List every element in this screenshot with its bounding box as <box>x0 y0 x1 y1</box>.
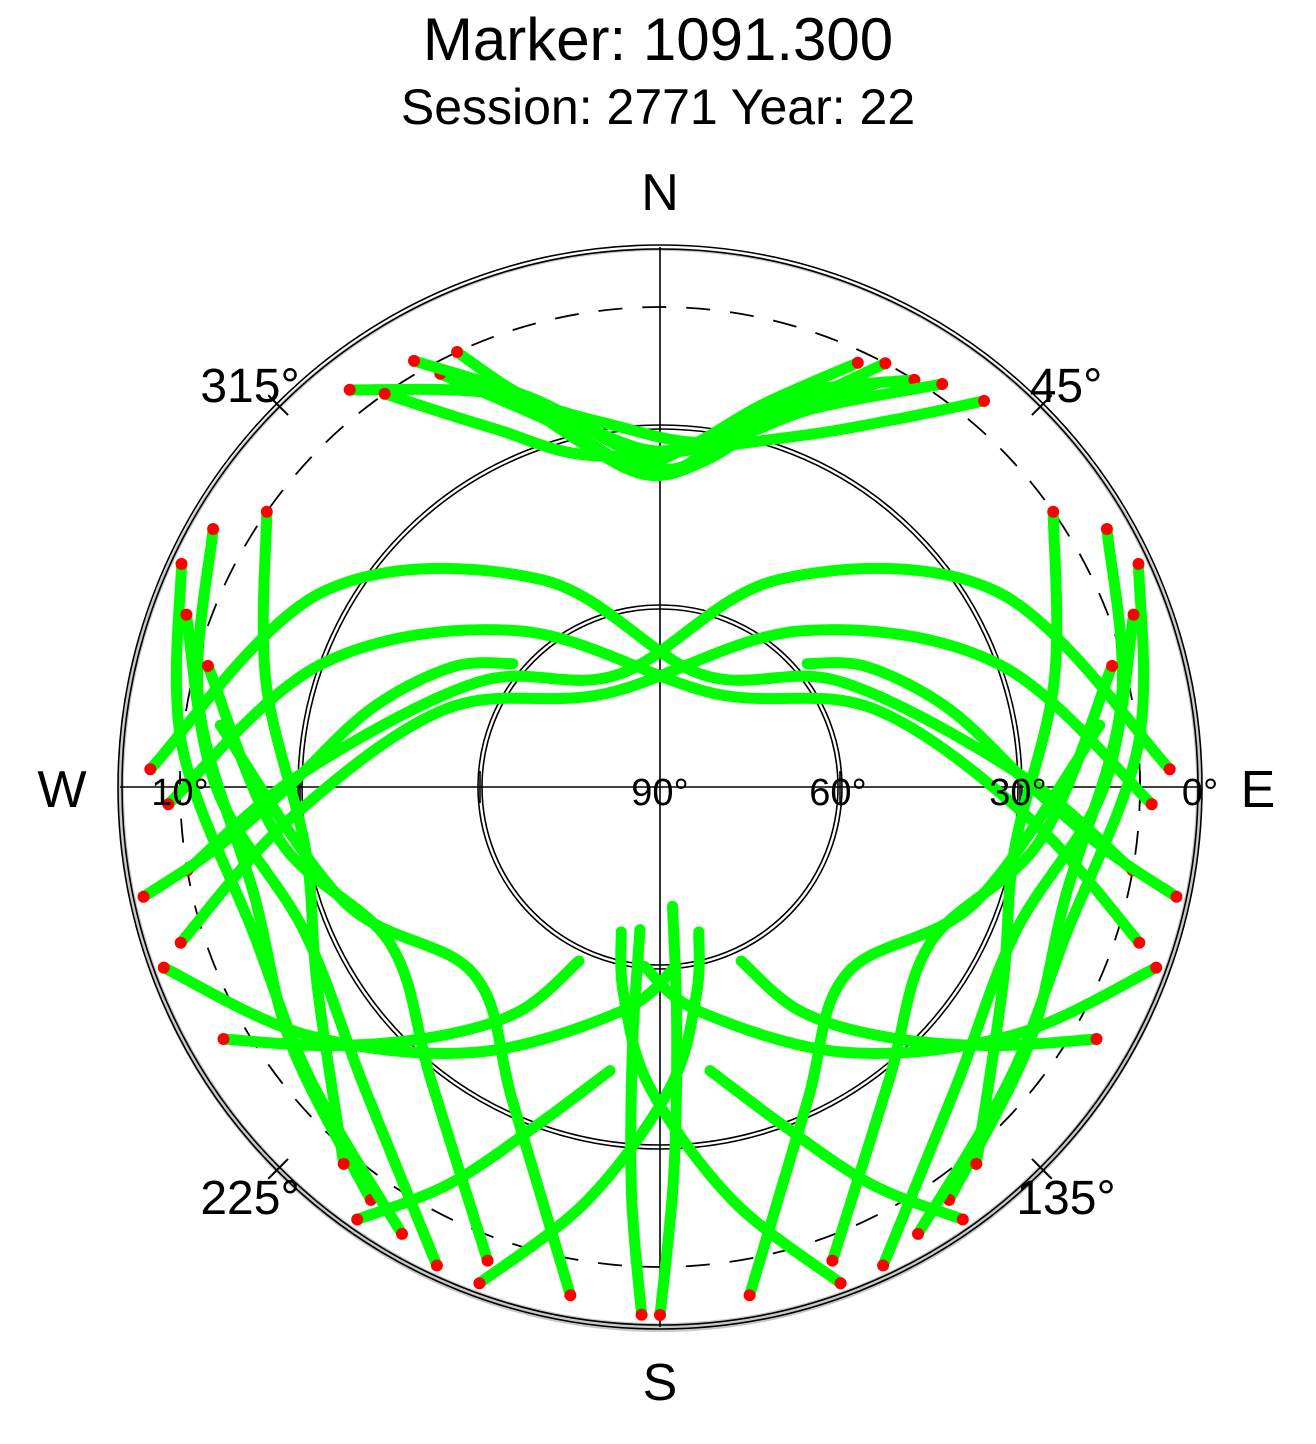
elevation-label-10: 10° <box>151 772 208 814</box>
azimuth-tick-45 <box>1031 394 1053 416</box>
low-elevation-point-26-start <box>834 1277 847 1290</box>
low-elevation-point-33-start <box>654 1309 666 1321</box>
low-elevation-point-7-start <box>207 523 220 535</box>
low-elevation-point-20-end <box>1133 936 1146 949</box>
elevation-label-90: 90° <box>631 772 688 814</box>
low-elevation-point-5-end <box>936 378 949 390</box>
low-elevation-point-4-start <box>408 354 420 367</box>
low-elevation-point-12-end <box>564 1289 577 1302</box>
low-elevation-point-30-start <box>1090 1033 1103 1045</box>
low-elevation-point-34-start <box>635 1308 648 1321</box>
low-elevation-point-17-start <box>1106 659 1119 672</box>
low-elevation-point-22-end <box>174 936 187 949</box>
satellite-track-33 <box>654 900 683 1321</box>
satellite-track-10 <box>180 609 443 1271</box>
chart-title: Marker: 1091.300 <box>422 6 894 73</box>
compass-label-west: W <box>37 761 86 819</box>
low-elevation-point-9-end <box>396 1227 408 1240</box>
low-elevation-point-31-start <box>137 890 150 903</box>
satellite-track-31 <box>138 657 519 903</box>
low-elevation-point-22-start <box>1145 798 1158 811</box>
low-elevation-point-10-end <box>430 1259 443 1272</box>
elevation-label-0: 0° <box>1182 772 1218 814</box>
low-elevation-point-4-end <box>879 357 892 370</box>
low-elevation-point-21-start <box>1163 763 1176 776</box>
elevation-label-30: 30° <box>989 772 1046 814</box>
low-elevation-point-14-end <box>970 1157 983 1170</box>
low-elevation-point-17-end <box>826 1254 839 1267</box>
satellite-track-18 <box>744 719 1106 1301</box>
satellite-track-3 <box>434 357 864 471</box>
low-elevation-point-6-start <box>978 394 990 407</box>
low-elevation-point-3-start <box>851 356 864 369</box>
low-elevation-point-25-start <box>473 1277 486 1290</box>
satellite-track-9 <box>170 558 408 1240</box>
elevation-circle-0 <box>117 244 1203 1330</box>
azimuth-tick-225 <box>267 1158 289 1180</box>
low-elevation-point-29-start <box>217 1033 230 1045</box>
low-elevation-point-24-start <box>1150 961 1163 974</box>
azimuth-label-315: 315° <box>200 360 299 413</box>
low-elevation-point-15-end <box>912 1227 924 1240</box>
azimuth-label-225: 225° <box>200 1172 299 1225</box>
low-elevation-point-28-start <box>956 1213 969 1226</box>
satellite-track-26 <box>615 926 847 1289</box>
satellite-track-12 <box>214 719 576 1301</box>
low-elevation-point-16-start <box>1127 608 1140 621</box>
azimuth-label-45: 45° <box>1030 360 1103 413</box>
satellite-track-27 <box>351 1065 616 1225</box>
satellite-tracks <box>137 346 1183 1321</box>
low-elevation-point-10-start <box>180 608 193 621</box>
low-elevation-point-15-start <box>1132 557 1145 570</box>
compass-label-north: N <box>641 164 679 222</box>
low-elevation-point-11-start <box>201 659 214 672</box>
satellite-track-32 <box>801 657 1182 903</box>
low-elevation-point-6-end <box>378 387 391 400</box>
satellite-track-16 <box>877 609 1140 1271</box>
azimuth-tick-315 <box>267 394 289 416</box>
low-elevation-point-19-start <box>144 763 157 776</box>
low-elevation-point-27-start <box>351 1213 364 1226</box>
satellite-track-30 <box>735 955 1102 1052</box>
chart-subtitle: Session: 2771 Year: 22 <box>400 79 916 135</box>
compass-label-south: S <box>643 1354 678 1412</box>
low-elevation-point-8-end <box>337 1157 350 1170</box>
azimuth-label-135: 135° <box>1016 1172 1115 1225</box>
low-elevation-point-20-start <box>162 798 175 811</box>
low-elevation-point-23-start <box>157 961 170 974</box>
satellite-track-20 <box>162 624 1145 949</box>
low-elevation-point-32-start <box>1170 890 1183 903</box>
low-elevation-point-18-end <box>743 1289 756 1302</box>
satellite-track-15 <box>912 558 1150 1240</box>
low-elevation-point-1-end <box>451 346 464 358</box>
satellite-track-4 <box>408 355 891 475</box>
satellite-track-29 <box>218 955 585 1052</box>
satellite-track-22 <box>175 624 1158 949</box>
satellite-track-6 <box>379 388 990 462</box>
azimuth-tick-135 <box>1031 1158 1053 1180</box>
compass-label-east: E <box>1241 761 1276 819</box>
satellite-track-28 <box>704 1065 969 1225</box>
low-elevation-point-5-start <box>343 383 356 396</box>
satellite-track-5 <box>344 378 948 449</box>
plot-labels: N S W E 45° 135° 225° 315° 0° 30° 60° 90° 10° <box>37 164 1275 1412</box>
low-elevation-point-8-start <box>260 505 273 518</box>
low-elevation-point-9-start <box>175 557 188 570</box>
satellite-track-34 <box>625 924 648 1321</box>
low-elevation-point-13-start <box>1100 523 1113 535</box>
low-elevation-point-14-start <box>1047 505 1060 518</box>
elevation-label-60: 60° <box>809 772 866 814</box>
low-elevation-point-16-end <box>877 1259 890 1272</box>
low-elevation-point-11-end <box>481 1254 494 1267</box>
